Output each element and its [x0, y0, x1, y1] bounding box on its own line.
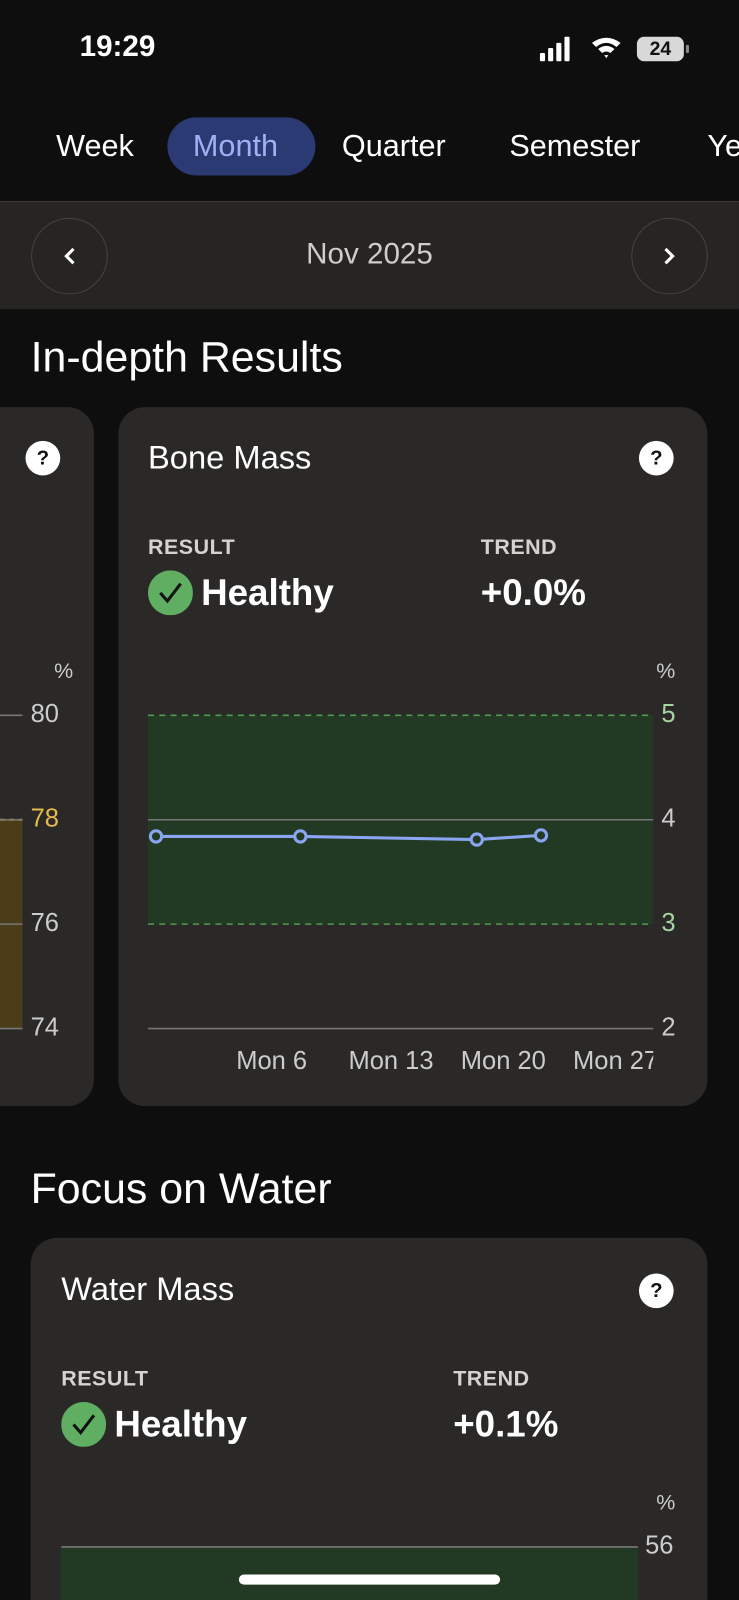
section-title: Focus on Water [30, 1164, 332, 1213]
clock: 19:29 [79, 30, 156, 64]
y-tick-label: 56 [645, 1532, 673, 1560]
help-icon[interactable]: ? [638, 440, 674, 476]
y-tick-label: 74 [31, 1013, 59, 1041]
card[interactable] [30, 1237, 708, 1600]
y-tick-label: 2 [661, 1013, 675, 1041]
period-label: Nov 2025 [306, 237, 433, 271]
selected-tab-bg [167, 117, 316, 176]
point [469, 832, 484, 847]
unit-label: % [54, 659, 73, 683]
y-tick-label: 5 [661, 700, 675, 728]
tab[interactable]: Month [192, 129, 279, 164]
chart: % 56 [61, 1491, 675, 1600]
point [533, 828, 549, 843]
y-tick-label: 76 [31, 909, 59, 937]
tab[interactable]: Quarter [341, 129, 446, 164]
x-tick-label: Mon 13 [348, 1047, 433, 1075]
prev-button[interactable] [31, 217, 109, 295]
result-label: RESULT [148, 535, 236, 560]
unit-label: % [656, 1491, 675, 1515]
tab[interactable]: Year [707, 129, 739, 164]
card-title: Bone Mass [148, 438, 312, 476]
x-tick-label: Mon 20 [461, 1047, 546, 1075]
section-title: In-depth Results [30, 332, 343, 381]
unit-label: % [656, 659, 675, 683]
result: Healthy [201, 571, 334, 614]
card-title: Water Mass [61, 1270, 235, 1308]
point [148, 829, 164, 844]
y-tick-label: 4 [661, 804, 675, 832]
trend: +0.0% [480, 571, 586, 614]
help-icon[interactable]: ? [25, 440, 61, 476]
check-icon [148, 570, 193, 616]
x-tick-label: Mon 27 [573, 1047, 658, 1075]
y-tick-label: 3 [661, 909, 675, 937]
trend: +0.1% [453, 1403, 559, 1445]
y-tick-label: 80 [31, 700, 59, 728]
period-bar [0, 201, 739, 310]
next-button[interactable] [631, 217, 709, 295]
help-icon[interactable]: ? [638, 1273, 674, 1309]
tab[interactable]: Week [56, 129, 134, 164]
chart: % 2 3 4 5 Mon 6 Mon 13 Mon 20 Mon 27 [148, 659, 676, 1075]
status-icons: 24 [539, 36, 689, 62]
trend-label: TREND [453, 1367, 530, 1391]
battery-level: 24 [650, 38, 672, 60]
x-tick-label: Mon 6 [236, 1047, 307, 1075]
band [61, 1546, 638, 1600]
chart: % 74 76 78 80 [0, 659, 73, 1041]
result-label: RESULT [61, 1367, 149, 1391]
line [156, 833, 542, 842]
y-tick-label: 78 [31, 804, 59, 832]
home-indicator [238, 1574, 501, 1585]
tab[interactable]: Semester [509, 129, 641, 164]
trend-label: TREND [480, 535, 558, 560]
point [293, 829, 308, 844]
check-icon [61, 1402, 107, 1447]
result: Healthy [114, 1403, 248, 1445]
